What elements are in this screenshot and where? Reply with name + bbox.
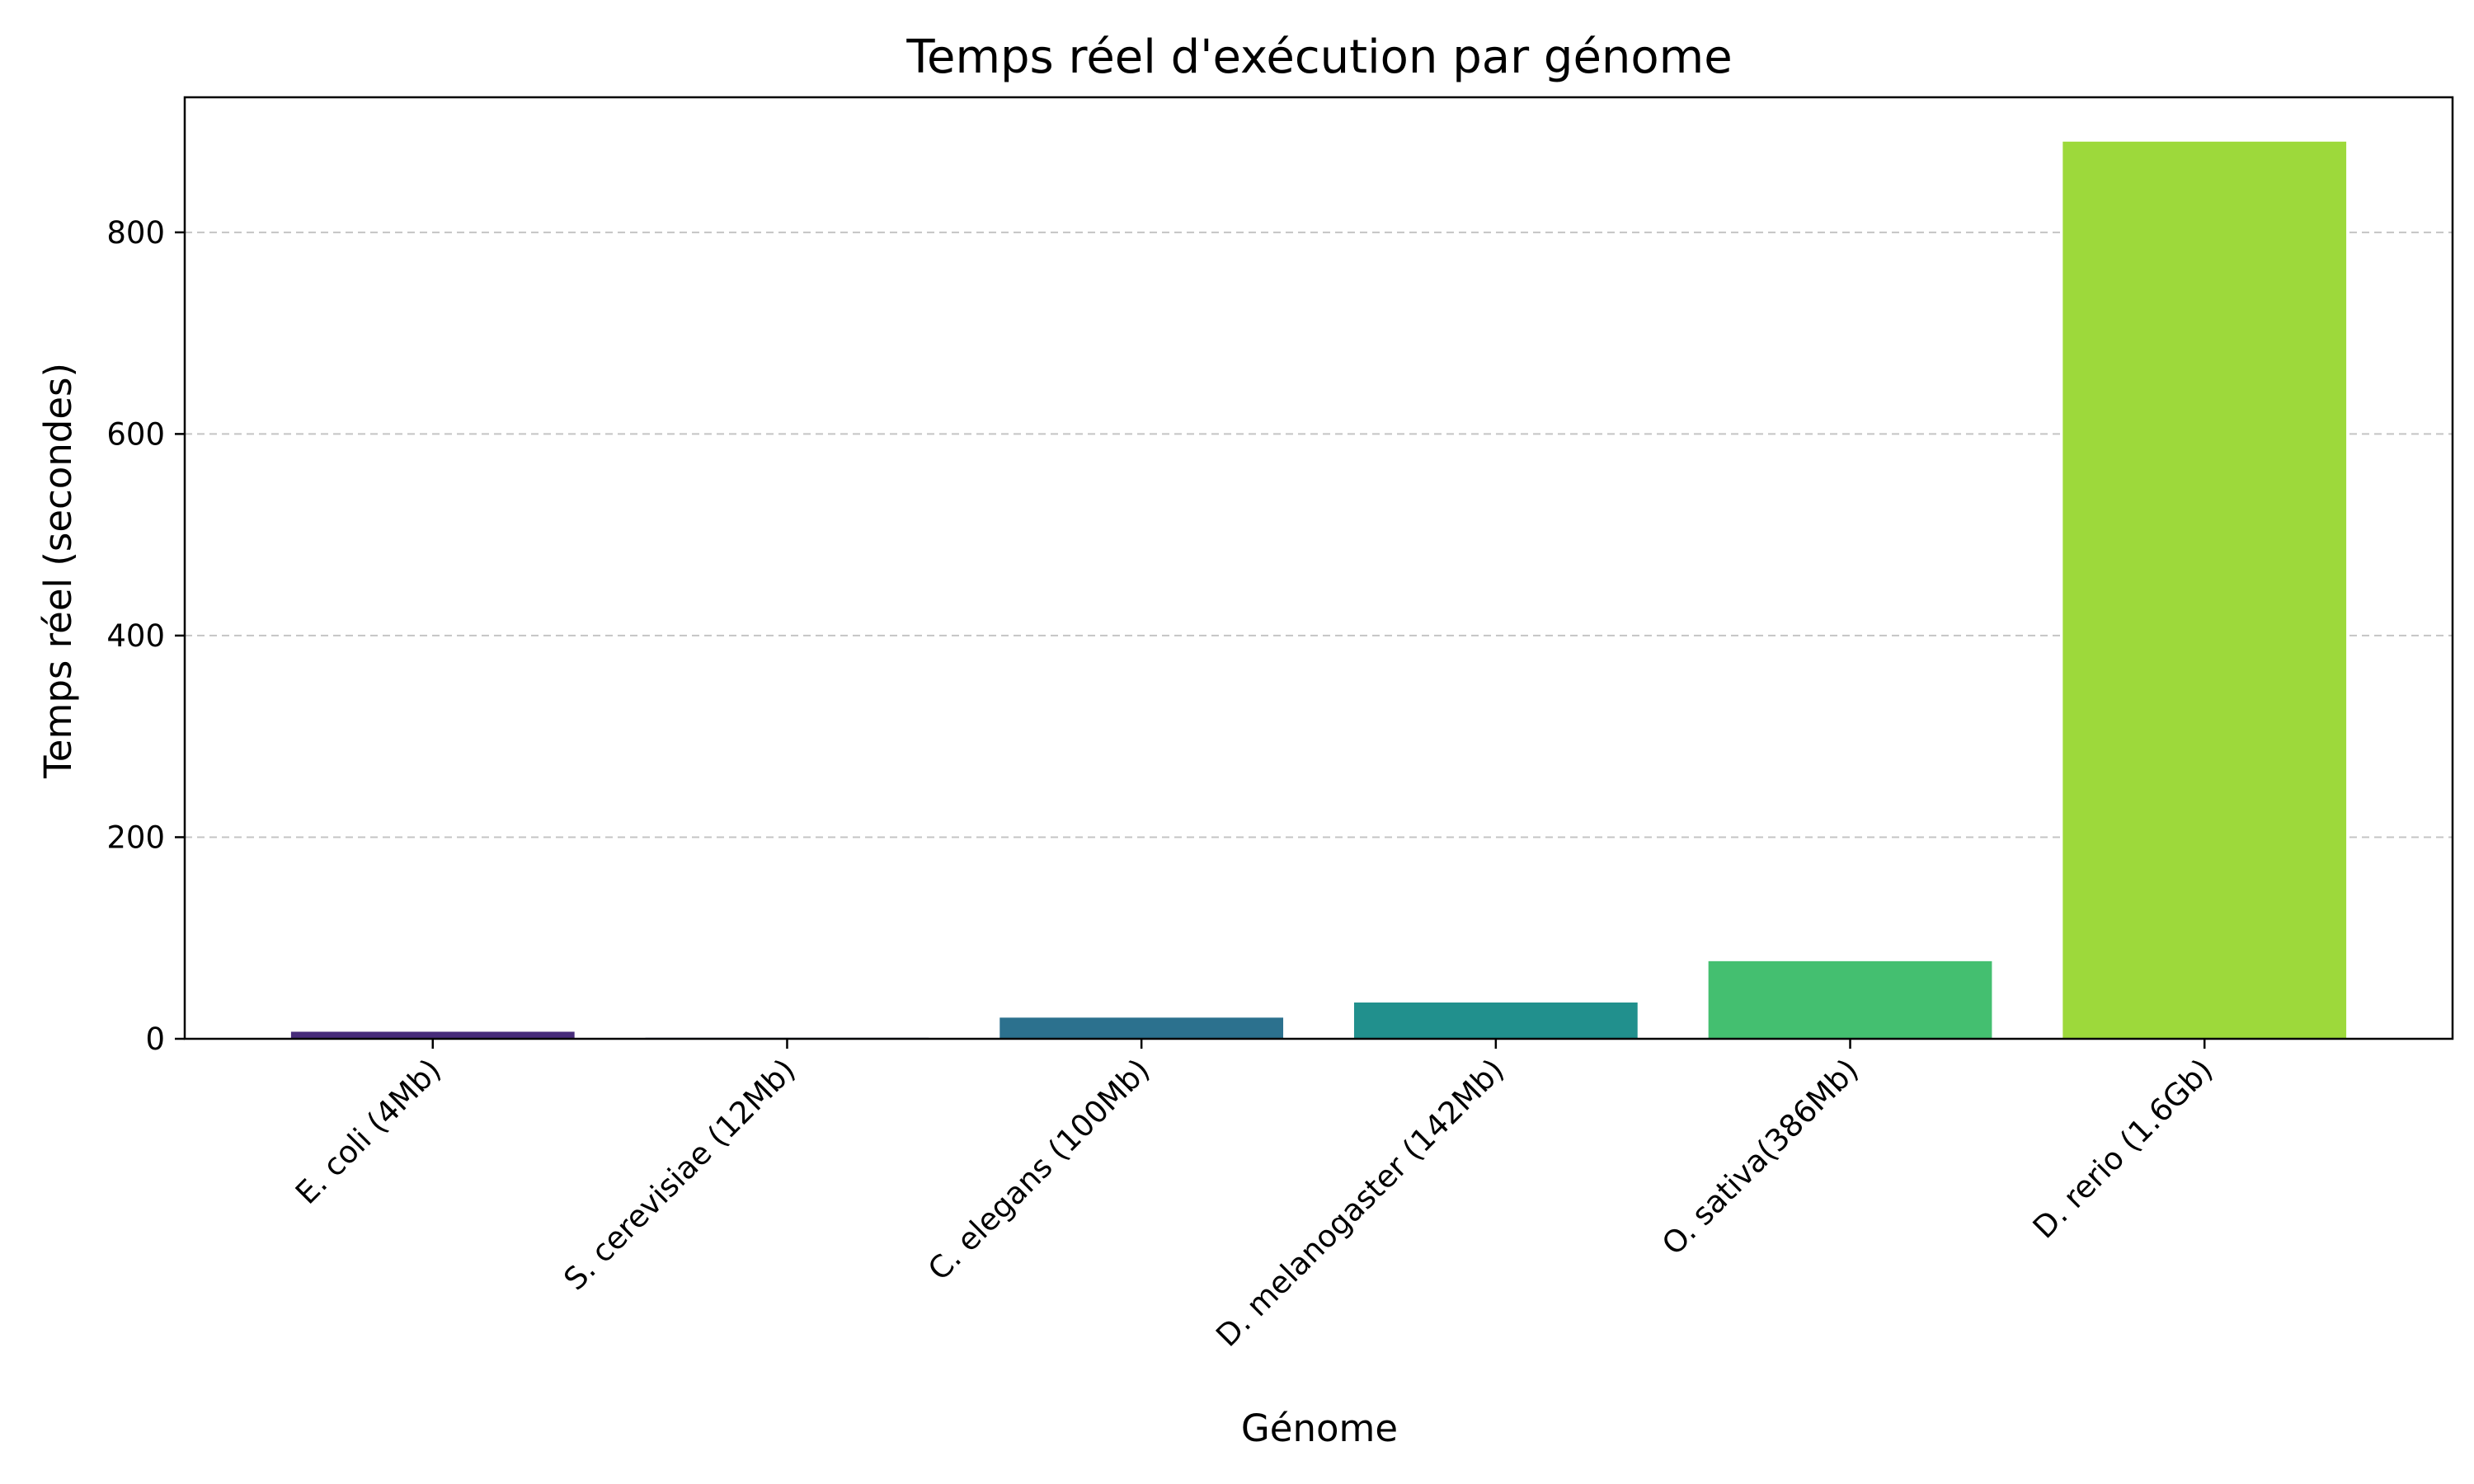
- gridlines: [185, 231, 2453, 838]
- y-tick-label: 0: [145, 1021, 165, 1057]
- bar: [1708, 960, 1992, 1039]
- plot-frame: [183, 96, 2454, 1040]
- y-axis-label: Temps réel (secondes): [36, 363, 80, 779]
- y-tick-label: 600: [106, 416, 165, 452]
- bar: [290, 1031, 575, 1039]
- chart-title: Temps réel d'exécution par génome: [905, 31, 1732, 84]
- x-axis-label: Génome: [1241, 1407, 1398, 1450]
- bar: [999, 1017, 1284, 1039]
- bar: [2062, 141, 2347, 1040]
- bars: [290, 141, 2347, 1040]
- y-axis-ticks: 0 200 400 600 800: [106, 215, 185, 1057]
- y-tick-label: 400: [106, 618, 165, 654]
- y-tick-label: 800: [106, 215, 165, 251]
- bar: [1353, 1002, 1638, 1039]
- y-tick-label: 200: [106, 819, 165, 855]
